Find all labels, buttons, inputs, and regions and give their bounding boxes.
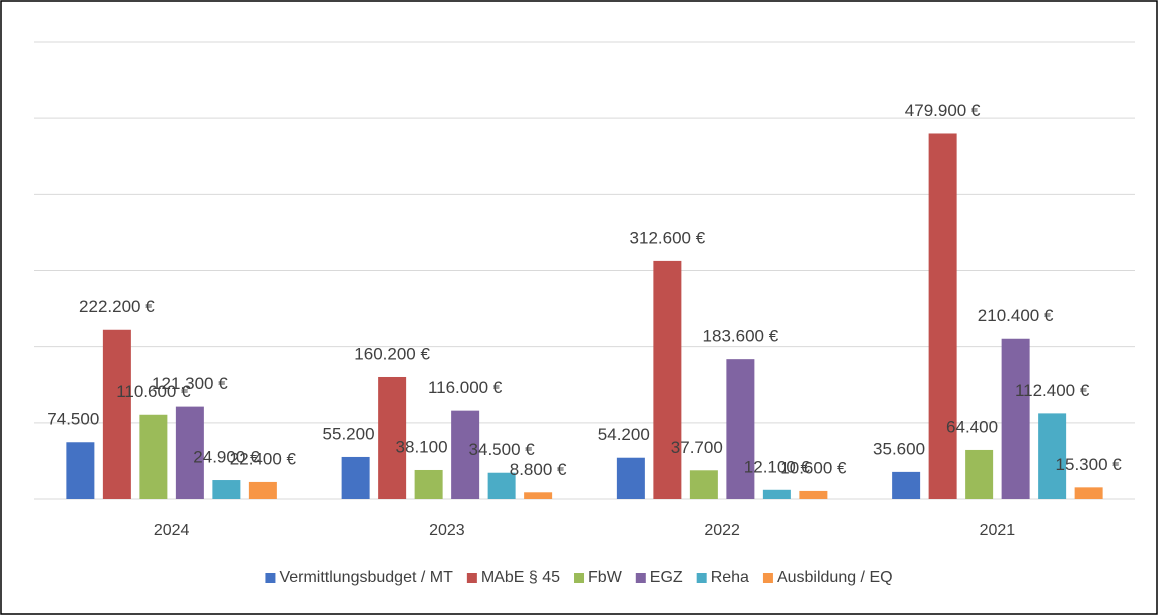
bar <box>616 457 645 499</box>
bar <box>414 469 443 499</box>
bar <box>378 376 407 499</box>
bar <box>1074 487 1103 499</box>
data-label: 54.200 € <box>598 425 665 444</box>
legend-label: Vermittlungsbudget / MT <box>279 569 453 586</box>
data-label: 312.600 € <box>630 228 706 247</box>
legend-swatch <box>466 573 477 583</box>
bar <box>653 260 682 499</box>
data-label: 479.900 € <box>905 101 981 120</box>
bar <box>139 414 168 499</box>
data-label: 210.400 € <box>978 306 1054 325</box>
bar <box>1001 338 1030 499</box>
data-label: 35.600 € <box>873 439 940 458</box>
data-label: 116.000 € <box>428 378 503 397</box>
data-label: 22.400 € <box>230 449 297 468</box>
x-tick-label: 2022 <box>704 522 740 539</box>
bar <box>928 133 957 499</box>
data-label: 24.900 € <box>193 448 260 467</box>
data-label: 183.600 € <box>703 327 779 346</box>
data-label: 222.200 € <box>79 297 155 316</box>
data-label: 64.400 € <box>946 417 1013 436</box>
data-label: 38.100 € <box>396 437 463 456</box>
data-label: 10.600 € <box>780 458 847 477</box>
data-label: 160.200 € <box>354 344 430 363</box>
data-label: 121.300 € <box>152 374 228 393</box>
legend-swatch <box>574 573 585 583</box>
data-label: 74.500 € <box>47 410 114 429</box>
bar <box>892 471 921 499</box>
bar <box>965 449 994 499</box>
bar <box>248 481 277 499</box>
data-label: 110.600 € <box>116 382 191 401</box>
bar <box>102 329 131 499</box>
bar <box>799 490 828 499</box>
x-tick-label: 2024 <box>154 522 190 539</box>
legend-label: Ausbildung / EQ <box>777 569 893 586</box>
bar <box>762 489 791 499</box>
legend-label: Reha <box>711 569 749 586</box>
data-label: 15.300 € <box>1056 455 1123 474</box>
bar <box>487 472 516 499</box>
x-tick-label: 2021 <box>980 522 1016 539</box>
data-label: 12.100 € <box>744 457 811 476</box>
data-label: 34.500 € <box>469 440 536 459</box>
legend-label: FbW <box>588 569 623 586</box>
x-tick-label: 2023 <box>429 522 465 539</box>
bar <box>341 456 370 499</box>
data-label: 55.200 € <box>323 424 390 443</box>
legend-swatch <box>696 573 707 583</box>
bar <box>66 442 95 499</box>
bar <box>212 480 241 499</box>
bar <box>1038 413 1067 499</box>
legend-swatch <box>762 573 773 583</box>
bar <box>175 406 204 499</box>
data-label: 8.800 € <box>510 460 567 479</box>
bar <box>726 359 755 499</box>
bar <box>451 410 480 499</box>
data-label: 37.700 € <box>671 438 738 457</box>
data-label: 112.400 € <box>1015 381 1090 400</box>
legend-swatch <box>635 573 646 583</box>
legend-label: EGZ <box>650 569 683 586</box>
bar <box>524 492 553 499</box>
legend-swatch <box>265 573 276 583</box>
bar <box>689 470 718 499</box>
legend-label: MAbE § 45 <box>481 569 560 586</box>
